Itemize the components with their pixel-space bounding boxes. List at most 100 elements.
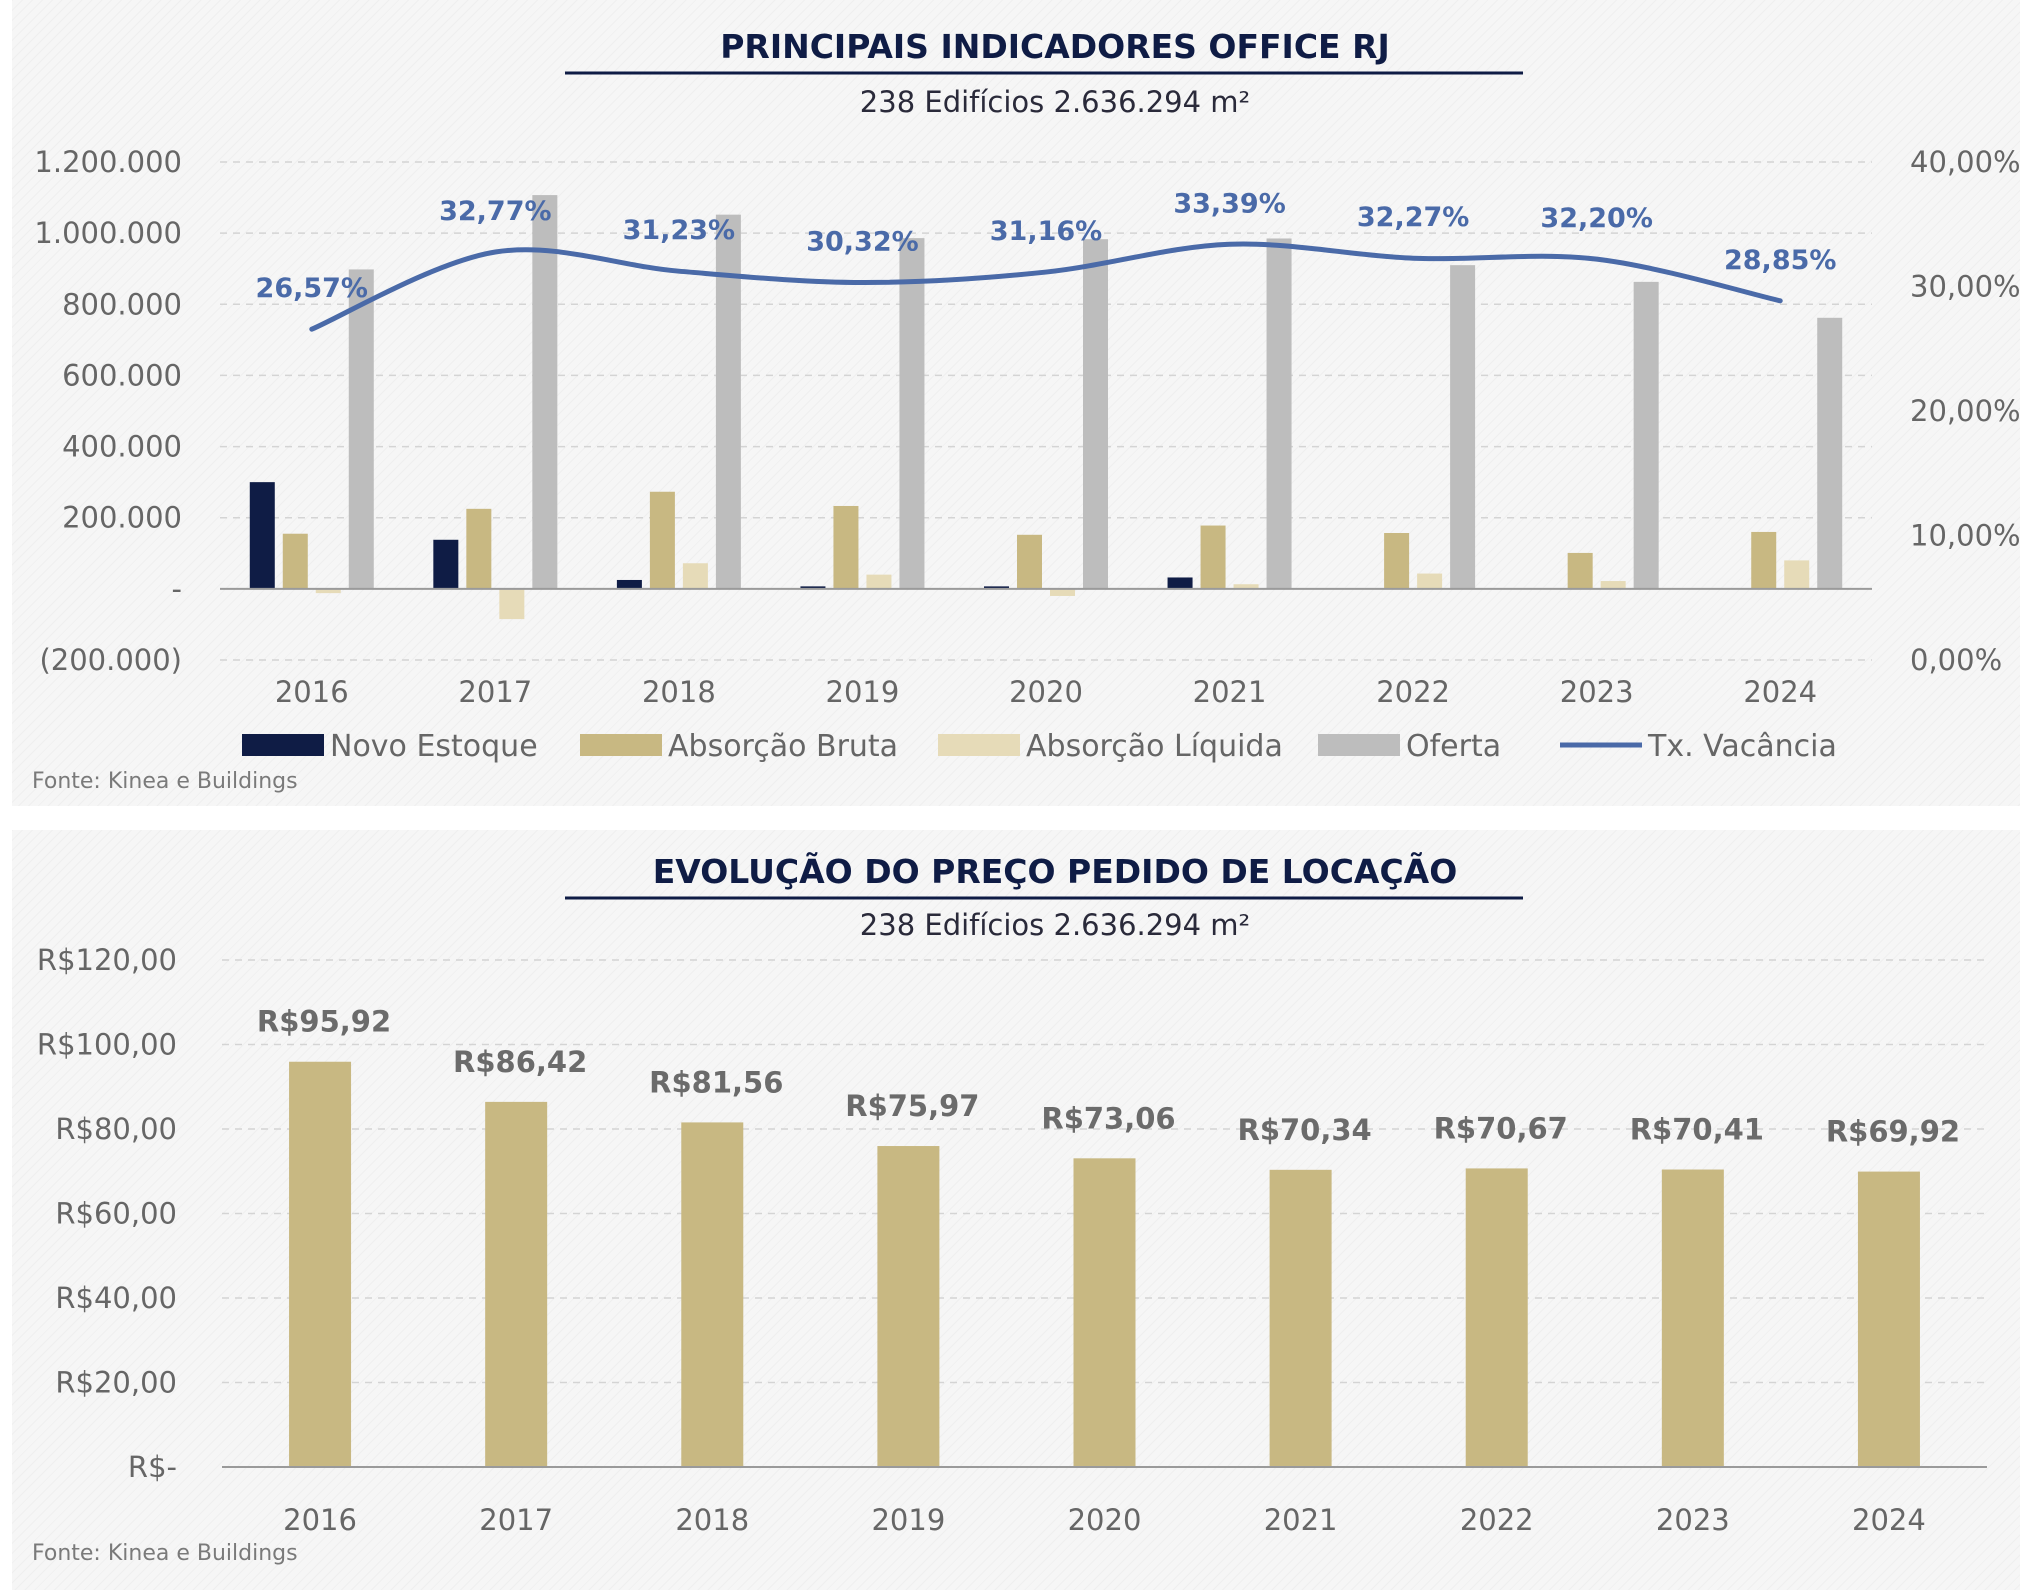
vacancy-label: 33,39%	[1173, 188, 1285, 219]
chart-title: EVOLUÇÃO DO PREÇO PEDIDO DE LOCAÇÃO	[653, 851, 1458, 891]
bar	[1450, 265, 1476, 589]
data-label: R$81,56	[649, 1065, 783, 1099]
rent-price-chart: EVOLUÇÃO DO PREÇO PEDIDO DE LOCAÇÃO 238 …	[32, 851, 1987, 1566]
bar	[1857, 1171, 1920, 1467]
data-label: R$86,42	[453, 1045, 587, 1079]
bar	[1266, 238, 1292, 589]
bar	[485, 1101, 548, 1467]
bar	[1233, 584, 1259, 589]
legend-swatch	[580, 734, 662, 756]
data-label: R$70,41	[1630, 1113, 1764, 1147]
x-tick-label: 2019	[826, 675, 900, 709]
y-tick-label: R$100,00	[37, 1028, 177, 1062]
bar	[1200, 525, 1226, 589]
bar	[348, 269, 374, 589]
y-tick-label: 600.000	[62, 358, 182, 392]
bar	[1017, 534, 1042, 589]
bar	[715, 214, 741, 589]
bar	[1784, 560, 1810, 589]
bar	[1417, 573, 1443, 589]
y-tick-label: 800.000	[62, 287, 182, 321]
data-label: R$70,67	[1434, 1111, 1568, 1145]
bar	[532, 195, 558, 589]
y2-tick-label: 0,00%	[1910, 643, 2002, 677]
y2-tick-label: 40,00%	[1910, 145, 2020, 179]
bar	[899, 238, 925, 589]
vacancy-label: 32,20%	[1540, 203, 1652, 234]
y-tick-label: -	[172, 572, 182, 606]
bar	[800, 586, 826, 589]
x-tick-label: 2018	[675, 1503, 749, 1537]
bar	[984, 586, 1009, 589]
bar	[499, 588, 525, 620]
bar	[1083, 239, 1108, 589]
bar	[833, 505, 859, 589]
y-tick-label: 1.000.000	[34, 216, 182, 250]
legend-swatch	[242, 734, 324, 756]
bar	[1050, 588, 1075, 596]
bar	[1465, 1168, 1528, 1467]
y-tick-label: R$120,00	[37, 943, 177, 977]
y-tick-label: R$40,00	[55, 1281, 177, 1315]
chart-title: PRINCIPAIS INDICADORES OFFICE RJ	[720, 27, 1390, 66]
x-tick-label: 2016	[275, 675, 349, 709]
y-tick-label: 200.000	[62, 501, 182, 535]
y-tick-label: R$60,00	[55, 1197, 177, 1231]
x-tick-label: 2018	[642, 675, 716, 709]
rent-price-chart-panel: EVOLUÇÃO DO PREÇO PEDIDO DE LOCAÇÃO 238 …	[12, 830, 2020, 1590]
legend-label: Absorção Líquida	[1026, 729, 1283, 764]
legend-label: Oferta	[1406, 729, 1501, 764]
y-tick-label: R$80,00	[55, 1112, 177, 1146]
bar	[1751, 531, 1777, 589]
legend-swatch	[1318, 734, 1400, 756]
bar	[1167, 577, 1193, 589]
bar	[1384, 533, 1410, 589]
y-tick-label: 1.200.000	[34, 145, 182, 179]
vacancy-line	[309, 241, 1783, 332]
y-tick-label: R$20,00	[55, 1366, 177, 1400]
x-tick-label: 2020	[1009, 675, 1083, 709]
bar	[866, 574, 892, 589]
legend-label: Novo Estoque	[330, 729, 538, 764]
data-label: R$70,34	[1237, 1113, 1371, 1147]
bar	[649, 491, 675, 589]
bar	[289, 1061, 352, 1467]
bar	[1817, 317, 1843, 589]
bar	[466, 508, 492, 589]
y2-tick-label: 30,00%	[1910, 270, 2020, 304]
y-tick-label: (200.000)	[39, 643, 182, 677]
vacancy-label: 28,85%	[1724, 245, 1836, 276]
bar	[681, 1122, 744, 1467]
bar	[1633, 281, 1659, 589]
data-label: R$75,97	[845, 1089, 979, 1123]
x-tick-label: 2017	[479, 1503, 553, 1537]
data-label: R$95,92	[257, 1005, 391, 1039]
x-tick-label: 2024	[1852, 1503, 1926, 1537]
x-tick-label: 2020	[1068, 1503, 1142, 1537]
x-tick-label: 2021	[1264, 1503, 1338, 1537]
vacancy-label: 32,77%	[439, 196, 551, 227]
bar	[877, 1146, 940, 1467]
x-tick-label: 2023	[1560, 675, 1634, 709]
x-tick-label: 2021	[1193, 675, 1267, 709]
chart-subtitle: 238 Edifícios 2.636.294 m²	[860, 908, 1250, 942]
bar	[616, 579, 642, 589]
x-tick-label: 2019	[871, 1503, 945, 1537]
bar	[1073, 1158, 1136, 1467]
chart-source: Fonte: Kinea e Buildings	[32, 1541, 298, 1566]
x-tick-label: 2016	[283, 1503, 357, 1537]
data-label: R$73,06	[1041, 1101, 1175, 1135]
vacancy-label: 26,57%	[256, 273, 368, 304]
chart-subtitle: 238 Edifícios 2.636.294 m²	[860, 85, 1250, 119]
x-tick-label: 2024	[1743, 675, 1817, 709]
y-tick-label: 400.000	[62, 430, 182, 464]
bar	[1661, 1169, 1724, 1467]
vacancy-label: 32,27%	[1357, 202, 1469, 233]
bar	[682, 563, 708, 589]
vacancy-label: 31,16%	[990, 216, 1102, 247]
x-tick-label: 2022	[1460, 1503, 1534, 1537]
bar	[433, 539, 459, 589]
indicators-chart: PRINCIPAIS INDICADORES OFFICE RJ 238 Edi…	[32, 27, 2020, 794]
y2-tick-label: 10,00%	[1910, 519, 2020, 553]
legend-swatch	[938, 734, 1020, 756]
